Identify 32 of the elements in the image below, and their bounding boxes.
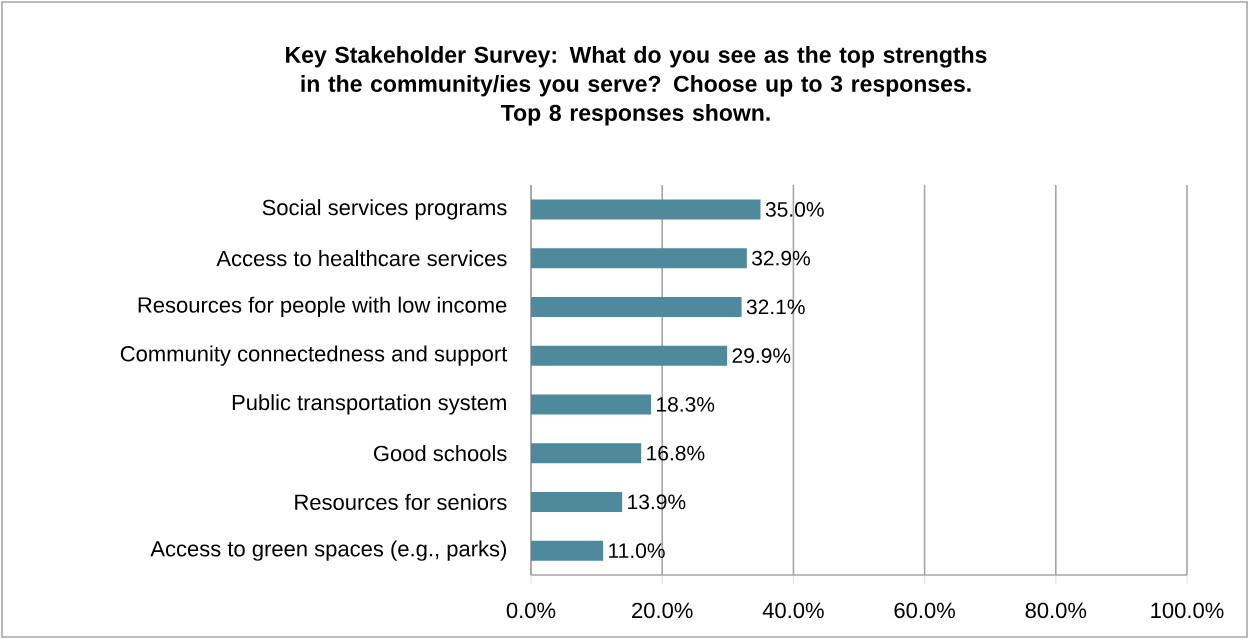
data-label: 29.9%	[732, 348, 791, 364]
data-label: 18.3%	[657, 396, 715, 412]
x-tick-label: 80.0%	[1025, 602, 1087, 619]
y-tick-label: Good schools	[373, 445, 507, 462]
data-label: 16.8%	[647, 445, 705, 461]
bar	[531, 394, 652, 415]
y-tick-label: Access to healthcare services	[216, 250, 507, 267]
data-label: 35.0%	[765, 201, 824, 217]
y-tick-label: Social services programs	[262, 199, 507, 220]
chart-title: Key Stakeholder Survey: What do you see as the top strengths in the community/ies you serve? Choose up to 3 responses.	[286, 46, 987, 97]
bar	[531, 248, 747, 269]
bar	[531, 491, 623, 512]
y-tick-label: Resources for seniors	[295, 493, 507, 510]
bar	[531, 199, 761, 220]
chart-subtitle: Top 8 responses shown.	[501, 104, 770, 126]
y-tick-label: Access to green spaces (e.g., parks)	[150, 540, 506, 561]
y-tick-label: Resources for people with low income	[138, 296, 507, 318]
x-tick-label: 100.0%	[1151, 602, 1224, 619]
bar	[531, 443, 642, 464]
bar	[531, 540, 604, 561]
x-tick-label: 20.0%	[632, 602, 693, 619]
data-label: 13.9%	[628, 494, 686, 510]
bar	[531, 345, 728, 366]
x-tick-label: 0.0%	[506, 602, 556, 619]
bar	[531, 296, 742, 317]
y-tick-label: Public transportation system	[232, 394, 506, 415]
y-tick-label: Community connectedness and support	[120, 345, 508, 366]
x-tick-label: 40.0%	[762, 602, 824, 619]
x-tick-label: 60.0%	[894, 602, 955, 619]
data-label: 32.1%	[746, 299, 805, 315]
data-label: 11.0%	[609, 543, 665, 559]
data-label: 32.9%	[752, 250, 810, 266]
